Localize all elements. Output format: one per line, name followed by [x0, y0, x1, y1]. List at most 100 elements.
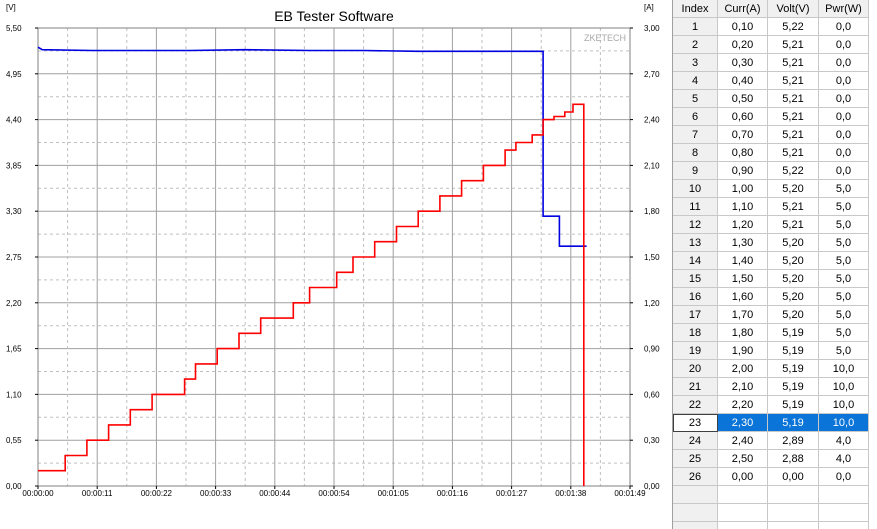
cell-voltage[interactable]: 5,21: [767, 125, 819, 144]
cell-index[interactable]: 18: [673, 323, 718, 342]
cell-voltage[interactable]: 2,89: [767, 431, 819, 450]
table-row[interactable]: 16 1,60 5,20 5,0: [673, 287, 869, 306]
cell-power[interactable]: 10,0: [818, 413, 869, 432]
cell-voltage[interactable]: 5,22: [767, 161, 819, 180]
cell-power[interactable]: 5,0: [818, 179, 869, 198]
cell-index[interactable]: 14: [673, 251, 718, 270]
table-row[interactable]: 3 0,30 5,21 0,0: [673, 53, 869, 72]
cell-voltage[interactable]: 5,19: [767, 359, 819, 378]
cell-power[interactable]: 4,0: [818, 431, 869, 450]
table-row[interactable]: 20 2,00 5,19 10,0: [673, 359, 869, 378]
cell-power[interactable]: 0,0: [818, 143, 869, 162]
cell-current[interactable]: 0,90: [717, 161, 768, 180]
cell-index[interactable]: 1: [673, 17, 718, 36]
table-row[interactable]: 9 0,90 5,22 0,0: [673, 161, 869, 180]
cell-index[interactable]: 12: [673, 215, 718, 234]
cell-power[interactable]: 10,0: [818, 377, 869, 396]
cell-voltage[interactable]: 2,88: [767, 449, 819, 468]
cell-power[interactable]: 0,0: [818, 89, 869, 108]
cell-voltage[interactable]: 5,21: [767, 35, 819, 54]
cell-current[interactable]: 1,80: [717, 323, 768, 342]
table-row[interactable]: 1 0,10 5,22 0,0: [673, 17, 869, 36]
cell-power[interactable]: 0,0: [818, 467, 869, 486]
cell-index[interactable]: 25: [673, 449, 718, 468]
cell-voltage[interactable]: 5,20: [767, 251, 819, 270]
table-row[interactable]: 14 1,40 5,20 5,0: [673, 251, 869, 270]
cell-current[interactable]: 1,50: [717, 269, 768, 288]
cell-voltage[interactable]: 0,00: [767, 467, 819, 486]
cell-voltage[interactable]: 5,19: [767, 413, 819, 432]
cell-voltage[interactable]: 5,20: [767, 287, 819, 306]
cell-index[interactable]: 9: [673, 161, 718, 180]
cell-current[interactable]: 0,80: [717, 143, 768, 162]
cell-power[interactable]: 5,0: [818, 269, 869, 288]
cell-current[interactable]: 1,70: [717, 305, 768, 324]
cell-current[interactable]: 1,20: [717, 215, 768, 234]
cell-current[interactable]: 2,50: [717, 449, 768, 468]
col-header-index[interactable]: Index: [673, 0, 718, 18]
cell-current[interactable]: 0,50: [717, 89, 768, 108]
cell-index[interactable]: 10: [673, 179, 718, 198]
cell-power[interactable]: 10,0: [818, 359, 869, 378]
cell-power[interactable]: 5,0: [818, 215, 869, 234]
cell-voltage[interactable]: 5,21: [767, 71, 819, 90]
cell-current[interactable]: 2,00: [717, 359, 768, 378]
table-row[interactable]: 21 2,10 5,19 10,0: [673, 377, 869, 396]
cell-voltage[interactable]: 5,21: [767, 215, 819, 234]
cell-index[interactable]: 6: [673, 107, 718, 126]
cell-current[interactable]: 2,10: [717, 377, 768, 396]
table-row[interactable]: 23 2,30 5,19 10,0: [673, 413, 869, 432]
table-row[interactable]: 25 2,50 2,88 4,0: [673, 449, 869, 468]
cell-voltage[interactable]: 5,19: [767, 323, 819, 342]
cell-index[interactable]: 7: [673, 125, 718, 144]
cell-voltage[interactable]: 5,21: [767, 107, 819, 126]
table-row[interactable]: 4 0,40 5,21 0,0: [673, 71, 869, 90]
cell-index[interactable]: 15: [673, 269, 718, 288]
cell-voltage[interactable]: 5,22: [767, 17, 819, 36]
cell-index[interactable]: 3: [673, 53, 718, 72]
cell-power[interactable]: 0,0: [818, 71, 869, 90]
table-row[interactable]: 18 1,80 5,19 5,0: [673, 323, 869, 342]
cell-current[interactable]: 1,00: [717, 179, 768, 198]
cell-voltage[interactable]: 5,21: [767, 197, 819, 216]
col-header-current[interactable]: Curr(A): [717, 0, 768, 18]
cell-power[interactable]: 5,0: [818, 341, 869, 360]
cell-power[interactable]: 5,0: [818, 287, 869, 306]
cell-power[interactable]: 4,0: [818, 449, 869, 468]
cell-index[interactable]: 16: [673, 287, 718, 306]
cell-index[interactable]: 19: [673, 341, 718, 360]
cell-current[interactable]: 0,20: [717, 35, 768, 54]
cell-voltage[interactable]: 5,20: [767, 269, 819, 288]
cell-index[interactable]: 20: [673, 359, 718, 378]
cell-voltage[interactable]: 5,21: [767, 143, 819, 162]
table-row[interactable]: 24 2,40 2,89 4,0: [673, 431, 869, 450]
table-row[interactable]: 19 1,90 5,19 5,0: [673, 341, 869, 360]
cell-voltage[interactable]: 5,19: [767, 341, 819, 360]
cell-power[interactable]: 10,0: [818, 395, 869, 414]
cell-current[interactable]: 1,60: [717, 287, 768, 306]
cell-voltage[interactable]: 5,21: [767, 53, 819, 72]
table-row[interactable]: 22 2,20 5,19 10,0: [673, 395, 869, 414]
cell-current[interactable]: 2,40: [717, 431, 768, 450]
cell-index[interactable]: 2: [673, 35, 718, 54]
cell-current[interactable]: 0,40: [717, 71, 768, 90]
table-row[interactable]: 8 0,80 5,21 0,0: [673, 143, 869, 162]
table-row[interactable]: 10 1,00 5,20 5,0: [673, 179, 869, 198]
cell-current[interactable]: 0,60: [717, 107, 768, 126]
cell-current[interactable]: 0,30: [717, 53, 768, 72]
data-table-panel[interactable]: Index Curr(A) Volt(V) Pwr(W) 1 0,10 5,22 0,…: [672, 0, 877, 529]
table-row[interactable]: 2 0,20 5,21 0,0: [673, 35, 869, 54]
cell-voltage[interactable]: 5,21: [767, 89, 819, 108]
table-row[interactable]: 11 1,10 5,21 5,0: [673, 197, 869, 216]
cell-index[interactable]: 17: [673, 305, 718, 324]
table-row[interactable]: 26 0,00 0,00 0,0: [673, 467, 869, 486]
table-row[interactable]: 5 0,50 5,21 0,0: [673, 89, 869, 108]
table-row[interactable]: 7 0,70 5,21 0,0: [673, 125, 869, 144]
cell-index[interactable]: 21: [673, 377, 718, 396]
cell-power[interactable]: 5,0: [818, 233, 869, 252]
cell-voltage[interactable]: 5,19: [767, 377, 819, 396]
cell-power[interactable]: 5,0: [818, 197, 869, 216]
cell-index[interactable]: 24: [673, 431, 718, 450]
cell-power[interactable]: 5,0: [818, 251, 869, 270]
cell-power[interactable]: 0,0: [818, 17, 869, 36]
